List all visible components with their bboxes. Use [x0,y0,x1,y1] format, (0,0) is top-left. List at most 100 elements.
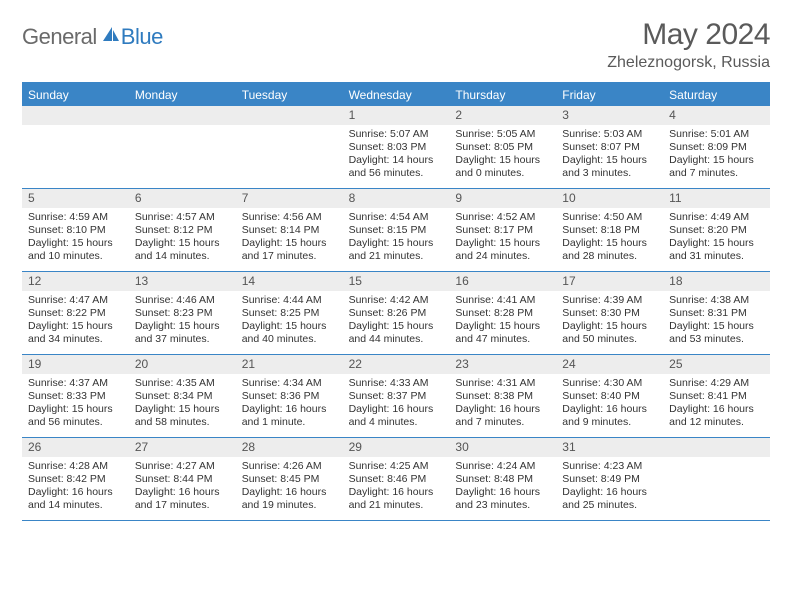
sunset-line: Sunset: 8:05 PM [455,141,550,154]
day-body: Sunrise: 4:42 AMSunset: 8:26 PMDaylight:… [343,291,450,351]
day-number: 6 [129,189,236,208]
sunrise-line: Sunrise: 4:44 AM [242,294,337,307]
day-body: Sunrise: 4:33 AMSunset: 8:37 PMDaylight:… [343,374,450,434]
day-cell: 29Sunrise: 4:25 AMSunset: 8:46 PMDayligh… [343,438,450,520]
day-body: Sunrise: 5:01 AMSunset: 8:09 PMDaylight:… [663,125,770,185]
sunrise-line: Sunrise: 4:26 AM [242,460,337,473]
daylight-line: Daylight: 16 hours and 19 minutes. [242,486,337,512]
sunrise-line: Sunrise: 4:50 AM [562,211,657,224]
sunset-line: Sunset: 8:45 PM [242,473,337,486]
day-cell: 28Sunrise: 4:26 AMSunset: 8:45 PMDayligh… [236,438,343,520]
week-row: 1Sunrise: 5:07 AMSunset: 8:03 PMDaylight… [22,106,770,189]
day-body: Sunrise: 4:31 AMSunset: 8:38 PMDaylight:… [449,374,556,434]
day-number: 17 [556,272,663,291]
day-number: 25 [663,355,770,374]
day-cell: 9Sunrise: 4:52 AMSunset: 8:17 PMDaylight… [449,189,556,271]
day-header: Thursday [449,84,556,106]
day-cell: 21Sunrise: 4:34 AMSunset: 8:36 PMDayligh… [236,355,343,437]
day-number: 10 [556,189,663,208]
day-cell: 30Sunrise: 4:24 AMSunset: 8:48 PMDayligh… [449,438,556,520]
day-cell: 24Sunrise: 4:30 AMSunset: 8:40 PMDayligh… [556,355,663,437]
day-number: 20 [129,355,236,374]
week-row: 12Sunrise: 4:47 AMSunset: 8:22 PMDayligh… [22,272,770,355]
day-body: Sunrise: 4:28 AMSunset: 8:42 PMDaylight:… [22,457,129,517]
sunrise-line: Sunrise: 4:54 AM [349,211,444,224]
sunset-line: Sunset: 8:26 PM [349,307,444,320]
day-cell [129,106,236,188]
daylight-line: Daylight: 15 hours and 47 minutes. [455,320,550,346]
day-cell [236,106,343,188]
sunset-line: Sunset: 8:28 PM [455,307,550,320]
day-cell: 7Sunrise: 4:56 AMSunset: 8:14 PMDaylight… [236,189,343,271]
sunrise-line: Sunrise: 4:39 AM [562,294,657,307]
sunset-line: Sunset: 8:18 PM [562,224,657,237]
daylight-line: Daylight: 15 hours and 37 minutes. [135,320,230,346]
sunrise-line: Sunrise: 5:03 AM [562,128,657,141]
day-body: Sunrise: 4:44 AMSunset: 8:25 PMDaylight:… [236,291,343,351]
sunset-line: Sunset: 8:33 PM [28,390,123,403]
sunset-line: Sunset: 8:34 PM [135,390,230,403]
day-number: 7 [236,189,343,208]
daylight-line: Daylight: 15 hours and 3 minutes. [562,154,657,180]
daylight-line: Daylight: 15 hours and 53 minutes. [669,320,764,346]
sunrise-line: Sunrise: 5:05 AM [455,128,550,141]
daylight-line: Daylight: 15 hours and 31 minutes. [669,237,764,263]
day-number: 26 [22,438,129,457]
day-number: 5 [22,189,129,208]
sunset-line: Sunset: 8:41 PM [669,390,764,403]
day-body: Sunrise: 5:07 AMSunset: 8:03 PMDaylight:… [343,125,450,185]
day-body: Sunrise: 4:35 AMSunset: 8:34 PMDaylight:… [129,374,236,434]
daylight-line: Daylight: 15 hours and 21 minutes. [349,237,444,263]
day-cell [663,438,770,520]
day-header: Saturday [663,84,770,106]
sunrise-line: Sunrise: 4:30 AM [562,377,657,390]
sunrise-line: Sunrise: 4:34 AM [242,377,337,390]
empty-day-header [663,438,770,457]
sunrise-line: Sunrise: 4:41 AM [455,294,550,307]
day-cell: 3Sunrise: 5:03 AMSunset: 8:07 PMDaylight… [556,106,663,188]
day-body: Sunrise: 4:24 AMSunset: 8:48 PMDaylight:… [449,457,556,517]
sunrise-line: Sunrise: 4:47 AM [28,294,123,307]
day-number: 21 [236,355,343,374]
daylight-line: Daylight: 16 hours and 25 minutes. [562,486,657,512]
sunset-line: Sunset: 8:12 PM [135,224,230,237]
sunrise-line: Sunrise: 4:28 AM [28,460,123,473]
day-body: Sunrise: 4:27 AMSunset: 8:44 PMDaylight:… [129,457,236,517]
sunset-line: Sunset: 8:40 PM [562,390,657,403]
day-body: Sunrise: 5:03 AMSunset: 8:07 PMDaylight:… [556,125,663,185]
sunrise-line: Sunrise: 4:46 AM [135,294,230,307]
day-body: Sunrise: 4:23 AMSunset: 8:49 PMDaylight:… [556,457,663,517]
day-number: 31 [556,438,663,457]
day-cell: 10Sunrise: 4:50 AMSunset: 8:18 PMDayligh… [556,189,663,271]
day-header: Tuesday [236,84,343,106]
day-body: Sunrise: 4:57 AMSunset: 8:12 PMDaylight:… [129,208,236,268]
sunset-line: Sunset: 8:44 PM [135,473,230,486]
day-header: Wednesday [343,84,450,106]
sunset-line: Sunset: 8:30 PM [562,307,657,320]
week-row: 19Sunrise: 4:37 AMSunset: 8:33 PMDayligh… [22,355,770,438]
daylight-line: Daylight: 14 hours and 56 minutes. [349,154,444,180]
day-cell: 2Sunrise: 5:05 AMSunset: 8:05 PMDaylight… [449,106,556,188]
week-row: 26Sunrise: 4:28 AMSunset: 8:42 PMDayligh… [22,438,770,521]
day-cell: 15Sunrise: 4:42 AMSunset: 8:26 PMDayligh… [343,272,450,354]
day-number: 9 [449,189,556,208]
day-cell: 8Sunrise: 4:54 AMSunset: 8:15 PMDaylight… [343,189,450,271]
day-number: 22 [343,355,450,374]
day-cell: 11Sunrise: 4:49 AMSunset: 8:20 PMDayligh… [663,189,770,271]
day-cell: 20Sunrise: 4:35 AMSunset: 8:34 PMDayligh… [129,355,236,437]
daylight-line: Daylight: 16 hours and 21 minutes. [349,486,444,512]
logo-text-general: General [22,24,97,50]
day-number: 16 [449,272,556,291]
sunset-line: Sunset: 8:20 PM [669,224,764,237]
logo-sail-icon [101,26,121,49]
sunset-line: Sunset: 8:07 PM [562,141,657,154]
day-body: Sunrise: 4:26 AMSunset: 8:45 PMDaylight:… [236,457,343,517]
logo-text-blue: Blue [121,24,163,50]
sunrise-line: Sunrise: 4:25 AM [349,460,444,473]
sunrise-line: Sunrise: 4:29 AM [669,377,764,390]
sunrise-line: Sunrise: 4:49 AM [669,211,764,224]
day-body: Sunrise: 4:39 AMSunset: 8:30 PMDaylight:… [556,291,663,351]
day-body: Sunrise: 4:29 AMSunset: 8:41 PMDaylight:… [663,374,770,434]
daylight-line: Daylight: 15 hours and 58 minutes. [135,403,230,429]
day-number: 19 [22,355,129,374]
